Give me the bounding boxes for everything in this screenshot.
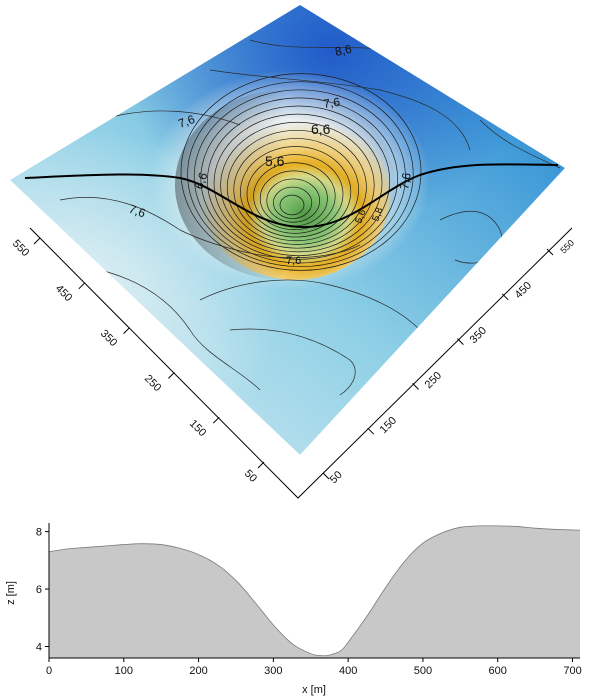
contour-label: 7,6 — [127, 202, 148, 221]
y-tick-label: 4 — [36, 642, 42, 654]
contour-ring — [273, 186, 313, 219]
contour-ring — [220, 121, 375, 249]
contour-label: 7,6 — [176, 112, 197, 131]
x-tick-label: 200 — [189, 665, 207, 677]
outer-contours — [59, 39, 561, 396]
contour-label: 5,6 — [265, 153, 285, 169]
x-axis-title: x [m] — [302, 684, 326, 696]
x-tick-label: 600 — [489, 665, 507, 677]
surface-plot: 8,6 7,6 6,6 5,6 6,6 7,6 7,6 7,6 5,6 5,8 … — [10, 5, 576, 499]
y-tick-label: 8 — [36, 527, 42, 539]
surface-axes — [29, 227, 573, 499]
left-axis-tick: 350 — [98, 328, 119, 349]
contour-label: 5,6 — [353, 208, 368, 225]
left-axis-tick: 250 — [142, 373, 163, 394]
contour-label: 6,6 — [311, 121, 331, 137]
contour-ring — [180, 73, 422, 271]
contour-ring — [207, 105, 391, 256]
contour-ring — [213, 113, 383, 253]
right-axis-tick: 550 — [558, 238, 576, 256]
left-axis-tick: 150 — [187, 418, 208, 439]
x-tick-label: 300 — [264, 665, 282, 677]
y-tick-label: 6 — [36, 584, 42, 596]
contour-label: 6,6 — [192, 170, 211, 191]
contour-label: 7,6 — [286, 255, 301, 267]
x-tick-label: 400 — [339, 665, 357, 677]
x-tick-label: 0 — [46, 665, 52, 677]
profile-trace — [24, 163, 559, 229]
left-axis-tick: 50 — [242, 468, 259, 485]
profile-area — [49, 525, 580, 658]
contour-ring — [240, 146, 352, 238]
contour-ring — [279, 194, 305, 216]
contour-ring — [200, 97, 398, 260]
contour-ring — [226, 129, 367, 245]
x-tick-label: 700 — [563, 665, 581, 677]
right-axis-tick: 250 — [423, 370, 444, 391]
contour-label: 7,6 — [322, 95, 341, 111]
surface-shading — [10, 5, 565, 455]
x-tick-label: 100 — [115, 665, 133, 677]
contour-ring — [246, 154, 344, 234]
left-axis-tick: 450 — [53, 283, 74, 304]
contour-label: 5,8 — [370, 206, 385, 223]
contour-label: 8,6 — [334, 42, 354, 59]
profile-plot-area — [48, 525, 581, 658]
left-axis-tick: 550 — [10, 238, 31, 259]
contour-ring — [253, 162, 336, 231]
contour-lines — [180, 73, 422, 271]
right-axis-tick: 150 — [378, 415, 399, 436]
contour-ring — [233, 138, 359, 242]
contour-ring — [193, 89, 406, 264]
profile-axes: 0 100 200 300 400 500 600 700 4 6 8 — [36, 523, 582, 677]
contour-ring — [187, 81, 414, 268]
profile-chart: 0 100 200 300 400 500 600 700 4 6 8 x [m] z [m] — [5, 523, 582, 696]
right-axis-tick: 50 — [328, 469, 345, 486]
y-axis-title: z [m] — [5, 581, 17, 605]
x-tick-label: 500 — [414, 665, 432, 677]
profile-line — [48, 525, 581, 657]
contour-label: 7,6 — [397, 171, 414, 190]
contour-ring — [266, 178, 320, 223]
